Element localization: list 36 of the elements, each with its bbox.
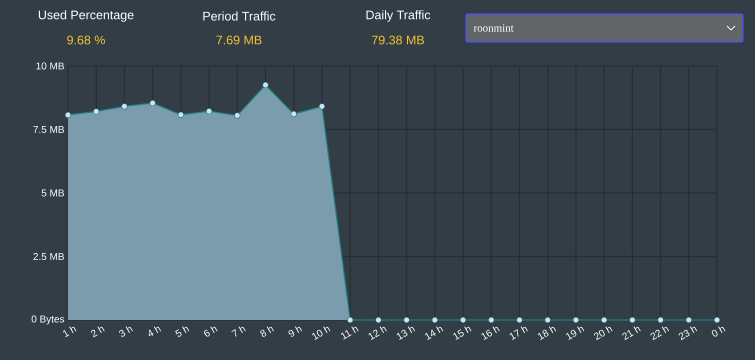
y-tick-label: 10 MB xyxy=(36,62,64,70)
x-tick-label: 20 h xyxy=(594,326,613,340)
x-tick-label: 5 h xyxy=(175,326,190,337)
y-tick-label: 2.5 MB xyxy=(33,252,64,260)
x-tick-label: 16 h xyxy=(481,326,500,340)
x-tick-label: 23 h xyxy=(678,326,698,340)
text: 79.38 MB xyxy=(372,36,424,44)
text: 7.69 MB xyxy=(216,36,262,44)
text: Used Percentage xyxy=(38,10,134,22)
x-tick-label: 7 h xyxy=(231,326,246,337)
x-tick-label: 19 h xyxy=(566,326,584,340)
x-tick-label: 17 h xyxy=(510,326,528,340)
y-tick-label: 0 Bytes xyxy=(32,315,64,325)
text: Period Traffic xyxy=(203,11,276,21)
x-tick-label: 4 h xyxy=(148,326,162,336)
x-tick-label: 2 h xyxy=(90,326,105,338)
x-tick-label: 14 h xyxy=(425,326,444,340)
x-tick-label: 8 h xyxy=(260,326,274,337)
x-tick-label: 13 h xyxy=(396,326,416,340)
x-tick-label: 21 h xyxy=(622,326,641,340)
text: 9.68 % xyxy=(67,36,105,44)
x-tick-label: 18 h xyxy=(538,326,556,340)
y-tick-label: 5 MB xyxy=(42,190,64,196)
x-tick-label: 1 h xyxy=(62,326,76,338)
text: Daily Traffic xyxy=(366,10,430,22)
text: roonmint xyxy=(474,24,514,32)
x-tick-label: 3 h xyxy=(119,326,133,337)
x-tick-label: 22 h xyxy=(650,326,670,340)
x-tick-label: 11 h xyxy=(341,326,359,340)
x-tick-label: 9 h xyxy=(288,326,302,337)
x-tick-label: 15 h xyxy=(453,326,472,340)
y-tick-label: 7.5 MB xyxy=(33,126,64,133)
x-tick-label: 0 h xyxy=(712,326,726,337)
x-tick-label: 12 h xyxy=(368,326,387,340)
x-tick-label: 10 h xyxy=(312,326,330,340)
x-tick-label: 6 h xyxy=(204,326,218,337)
